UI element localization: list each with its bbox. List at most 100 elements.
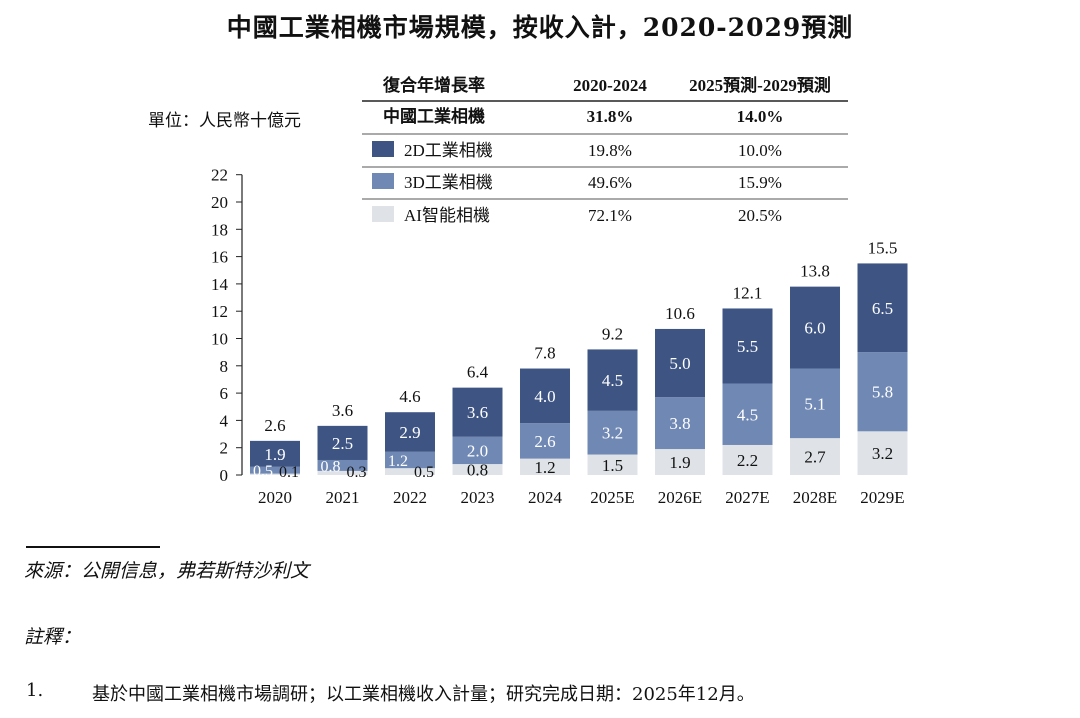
bar-2d-2026E [655, 328, 705, 398]
data-label-ai-2029E: 3.2 [872, 444, 893, 463]
data-label-ai-2026E: 1.9 [669, 453, 690, 472]
bar-2d-2024 [520, 368, 570, 424]
legend-label-2: 3D工業相機 [404, 173, 493, 192]
table-cell-v1-2: 49.6% [588, 173, 632, 192]
x-tick-label-2027E: 2027E [725, 488, 769, 507]
bar-2d-2027E [722, 308, 773, 384]
data-label-2d-2026E: 5.0 [669, 354, 690, 373]
bar-ai-2029E [857, 431, 908, 475]
note-number: 1. [26, 680, 44, 701]
data-label-2d-2022: 2.9 [399, 423, 420, 442]
data-label-3d-2020: 0.5 [253, 463, 273, 480]
data-label-3d-2025E: 3.2 [602, 424, 623, 443]
total-label-2020: 2.6 [264, 416, 285, 435]
bar-2d-2020 [250, 440, 300, 467]
bar-3d-2024 [520, 423, 570, 459]
total-label-2024: 7.8 [534, 344, 555, 363]
bar-3d-2020 [250, 466, 300, 474]
data-label-2d-2023: 3.6 [467, 403, 488, 422]
data-label-ai-2023: 0.8 [467, 461, 488, 480]
y-tick-label: 18 [211, 220, 228, 239]
bar-2d-2025E [587, 349, 638, 411]
data-label-2d-2027E: 5.5 [737, 337, 758, 356]
bar-3d-2022 [385, 451, 435, 469]
total-label-2022: 4.6 [399, 387, 420, 406]
legend-swatch-2 [372, 173, 394, 189]
table-cell-v2-3: 20.5% [738, 206, 782, 225]
notes-heading: 註釋： [24, 626, 82, 648]
y-tick-label: 0 [220, 466, 229, 485]
data-label-ai-2021: 0.3 [347, 464, 367, 481]
data-label-3d-2029E: 5.8 [872, 383, 893, 402]
y-tick-label: 4 [220, 411, 229, 430]
bar-ai-2023 [452, 464, 503, 475]
bar-ai-2020 [250, 473, 300, 475]
data-label-2d-2020: 1.9 [264, 445, 285, 464]
data-label-ai-2024: 1.2 [534, 458, 555, 477]
bar-ai-2025E [587, 454, 638, 475]
x-tick-label-2026E: 2026E [658, 488, 702, 507]
data-label-3d-2021: 0.8 [321, 458, 341, 475]
bar-2d-2028E [790, 286, 840, 369]
unit-label: 單位：人民幣十億元 [148, 111, 301, 131]
x-tick-label-2023: 2023 [461, 488, 495, 507]
data-label-3d-2022: 1.2 [388, 453, 408, 470]
bar-3d-2025E [587, 410, 638, 455]
x-tick-label-2021: 2021 [326, 488, 360, 507]
total-label-2025E: 9.2 [602, 324, 623, 343]
data-label-ai-2028E: 2.7 [804, 448, 826, 467]
bar-ai-2022 [385, 468, 435, 475]
source-text: 來源：公開信息，弗若斯特沙利文 [24, 560, 310, 582]
data-label-3d-2028E: 5.1 [804, 394, 825, 413]
x-tick-label-2029E: 2029E [860, 488, 904, 507]
bar-ai-2024 [520, 458, 570, 475]
bar-2d-2029E [857, 263, 908, 353]
y-tick-label: 22 [211, 166, 228, 185]
y-tick-label: 10 [211, 330, 228, 349]
total-label-2023: 6.4 [467, 363, 489, 382]
source-divider [26, 546, 160, 548]
legend-label-3: AI智能相機 [404, 206, 490, 225]
data-label-ai-2027E: 2.2 [737, 451, 758, 470]
bar-3d-2021 [317, 459, 368, 471]
y-tick-label: 14 [211, 275, 229, 294]
bar-ai-2021 [317, 470, 368, 475]
total-label-2029E: 15.5 [868, 238, 898, 257]
data-label-3d-2027E: 4.5 [737, 405, 758, 424]
bar-3d-2027E [722, 383, 773, 445]
data-label-ai-2025E: 1.5 [602, 456, 623, 475]
bar-2d-2022 [385, 412, 435, 452]
x-tick-label-2025E: 2025E [590, 488, 634, 507]
bar-2d-2023 [452, 387, 503, 437]
data-label-2d-2028E: 6.0 [804, 319, 825, 338]
bar-3d-2029E [857, 352, 908, 432]
y-tick-label: 12 [211, 302, 228, 321]
x-tick-label-2024: 2024 [528, 488, 563, 507]
y-tick-label: 16 [211, 248, 228, 267]
legend-swatch-3 [372, 206, 394, 222]
table-cell-v1-0: 31.8% [587, 107, 634, 126]
total-label-2026E: 10.6 [665, 304, 695, 323]
bar-ai-2027E [722, 444, 773, 475]
data-label-ai-2022: 0.5 [414, 464, 434, 481]
table-cell-v1-3: 72.1% [588, 206, 632, 225]
table-header-period-1: 2020-2024 [573, 76, 647, 95]
legend-label-1: 2D工業相機 [404, 141, 493, 160]
bar-3d-2028E [790, 368, 840, 439]
y-tick-label: 20 [211, 193, 228, 212]
data-label-2d-2021: 2.5 [332, 434, 353, 453]
y-tick-label: 8 [220, 357, 229, 376]
note-text: 基於中國工業相機市場調研；以工業相機收入計量；研究完成日期：2025年12月。 [92, 684, 755, 705]
total-label-2027E: 12.1 [733, 283, 763, 302]
data-label-ai-2020: 0.1 [279, 464, 299, 481]
x-tick-label-2028E: 2028E [793, 488, 837, 507]
data-label-3d-2026E: 3.8 [669, 414, 690, 433]
total-label-2021: 3.6 [332, 401, 353, 420]
data-label-3d-2024: 2.6 [534, 432, 555, 451]
bar-ai-2026E [655, 449, 705, 475]
x-tick-label-2022: 2022 [393, 488, 427, 507]
bar-2d-2021 [317, 425, 368, 460]
y-tick-label: 6 [220, 384, 229, 403]
table-cell-v2-2: 15.9% [738, 173, 782, 192]
